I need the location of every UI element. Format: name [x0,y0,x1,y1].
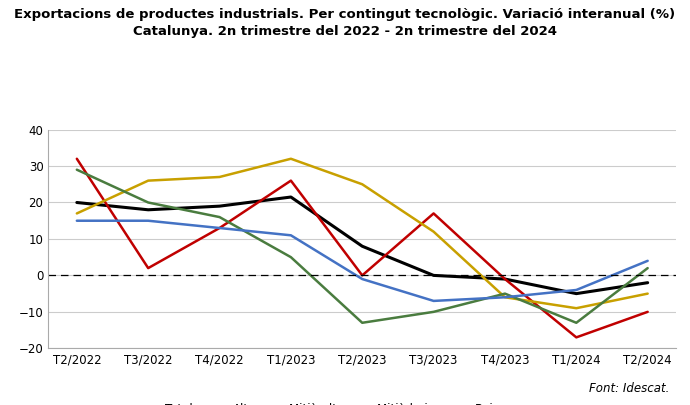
Baix [144,218,152,223]
Line: Total: Total [77,197,648,294]
Mitjà alt [572,306,580,311]
Total [144,207,152,212]
Alt [358,273,366,278]
Mitjà alt [144,178,152,183]
Baix [644,258,652,263]
Mitjà baix [572,320,580,325]
Total [287,194,295,199]
Line: Alt: Alt [77,159,648,337]
Total [429,273,437,278]
Text: Exportacions de productes industrials. Per contingut tecnològic. Variació intera: Exportacions de productes industrials. P… [14,8,676,38]
Mitjà alt [644,291,652,296]
Total [644,280,652,285]
Mitjà baix [358,320,366,325]
Alt [572,335,580,340]
Mitjà baix [72,167,81,172]
Line: Mitjà alt: Mitjà alt [77,159,648,308]
Baix [287,233,295,238]
Alt [644,309,652,314]
Alt [287,178,295,183]
Baix [215,226,224,230]
Mitjà baix [287,255,295,260]
Mitjà alt [501,295,509,300]
Mitjà alt [287,156,295,161]
Baix [72,218,81,223]
Legend: Total, Alt, Mitjà alt, Mitjà baix, Baix: Total, Alt, Mitjà alt, Mitjà baix, Baix [130,398,506,405]
Text: Font: Idescat.: Font: Idescat. [589,382,669,395]
Alt [429,211,437,216]
Baix [358,277,366,281]
Mitjà baix [215,215,224,220]
Total [358,244,366,249]
Total [501,277,509,281]
Mitjà baix [429,309,437,314]
Alt [144,266,152,271]
Mitjà alt [358,182,366,187]
Total [215,204,224,209]
Baix [429,298,437,303]
Mitjà alt [429,229,437,234]
Mitjà baix [644,266,652,271]
Baix [572,288,580,292]
Total [572,291,580,296]
Mitjà alt [72,211,81,216]
Alt [501,277,509,281]
Mitjà baix [144,200,152,205]
Mitjà baix [501,291,509,296]
Mitjà alt [215,175,224,179]
Alt [215,226,224,230]
Total [72,200,81,205]
Line: Baix: Baix [77,221,648,301]
Baix [501,295,509,300]
Line: Mitjà baix: Mitjà baix [77,170,648,323]
Alt [72,156,81,161]
